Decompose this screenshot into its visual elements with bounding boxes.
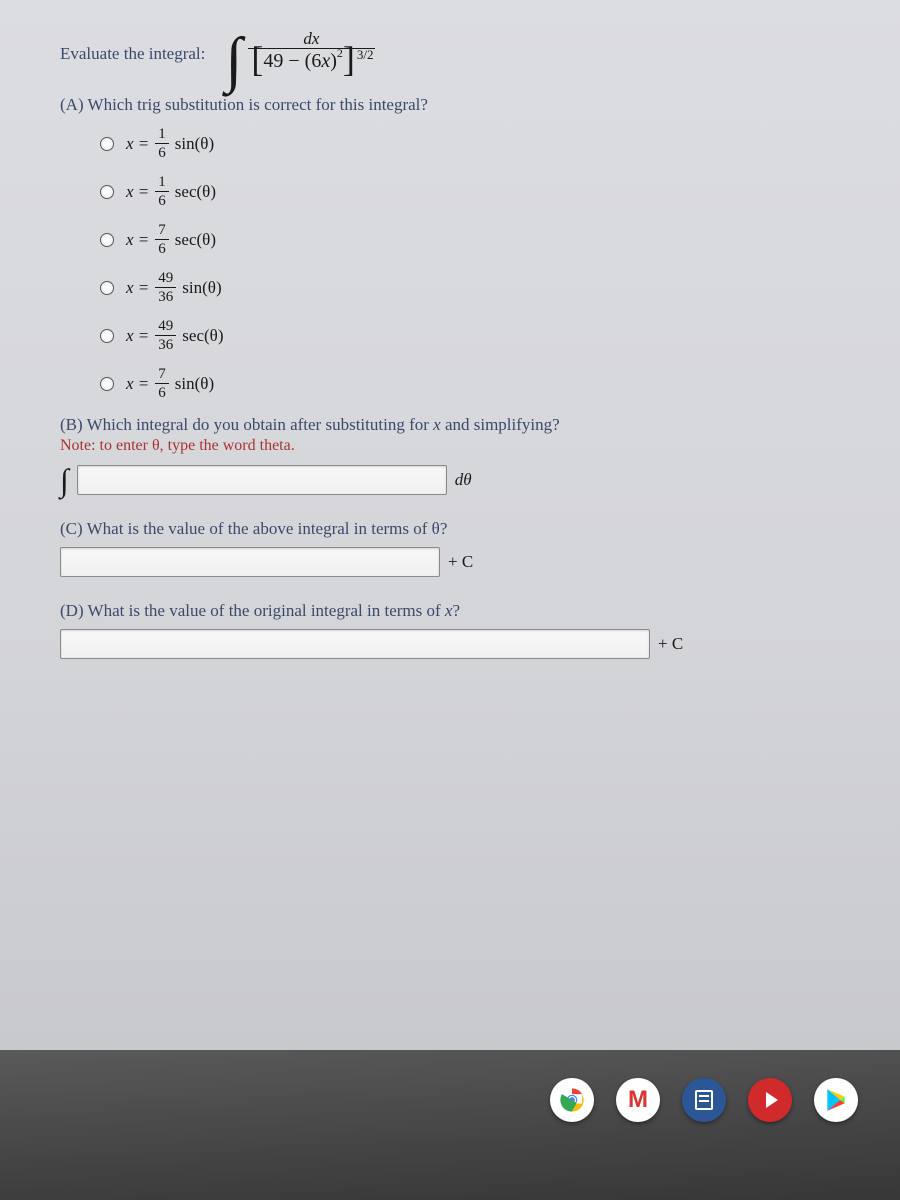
problem-prompt: Evaluate the integral: ∫ dx [ 49 − (6x)2… [60,30,840,77]
option-4[interactable]: x = 4936 sin() [100,271,840,305]
chrome-icon[interactable] [550,1078,594,1122]
radio-icon[interactable] [100,137,114,151]
option-5[interactable]: x = 4936 sec() [100,319,840,353]
part-d-input[interactable] [60,629,650,659]
radio-icon[interactable] [100,185,114,199]
part-d-label: (D) What is the value of the original in… [60,601,840,621]
radio-icon[interactable] [100,233,114,247]
radio-icon[interactable] [100,329,114,343]
integrand-denominator: [ 49 − (6x)2 ] 3/2 [248,48,374,77]
plus-c-label: + C [448,552,473,572]
radio-icon[interactable] [100,281,114,295]
option-6[interactable]: x = 76 sin() [100,367,840,401]
plus-c-label: + C [658,634,683,654]
part-a-label: (A) Which trig substitution is correct f… [60,95,840,115]
part-b-input[interactable] [77,465,447,495]
taskbar: M [0,1050,900,1200]
part-b-label: (B) Which integral do you obtain after s… [60,415,840,435]
option-2[interactable]: x = 16 sec() [100,175,840,209]
document-icon[interactable] [682,1078,726,1122]
gmail-icon[interactable]: M [616,1078,660,1122]
option-3[interactable]: x = 76 sec() [100,223,840,257]
prompt-text: Evaluate the integral: [60,44,205,64]
youtube-icon[interactable] [748,1078,792,1122]
radio-icon[interactable] [100,377,114,391]
integrand-numerator: dx [300,30,322,48]
part-c-label: (C) What is the value of the above integ… [60,519,840,539]
play-store-icon[interactable] [814,1078,858,1122]
part-a-options: x = 16 sin() x = 16 sec() x = 76 sec() [100,127,840,401]
dtheta-label: dθ [455,470,472,490]
part-b-note: Note: to enter , type the word theta. [60,437,840,455]
integrand-fraction: dx [ 49 − (6x)2 ] 3/2 [248,30,374,77]
option-1[interactable]: x = 16 sin() [100,127,840,161]
part-c-input[interactable] [60,547,440,577]
